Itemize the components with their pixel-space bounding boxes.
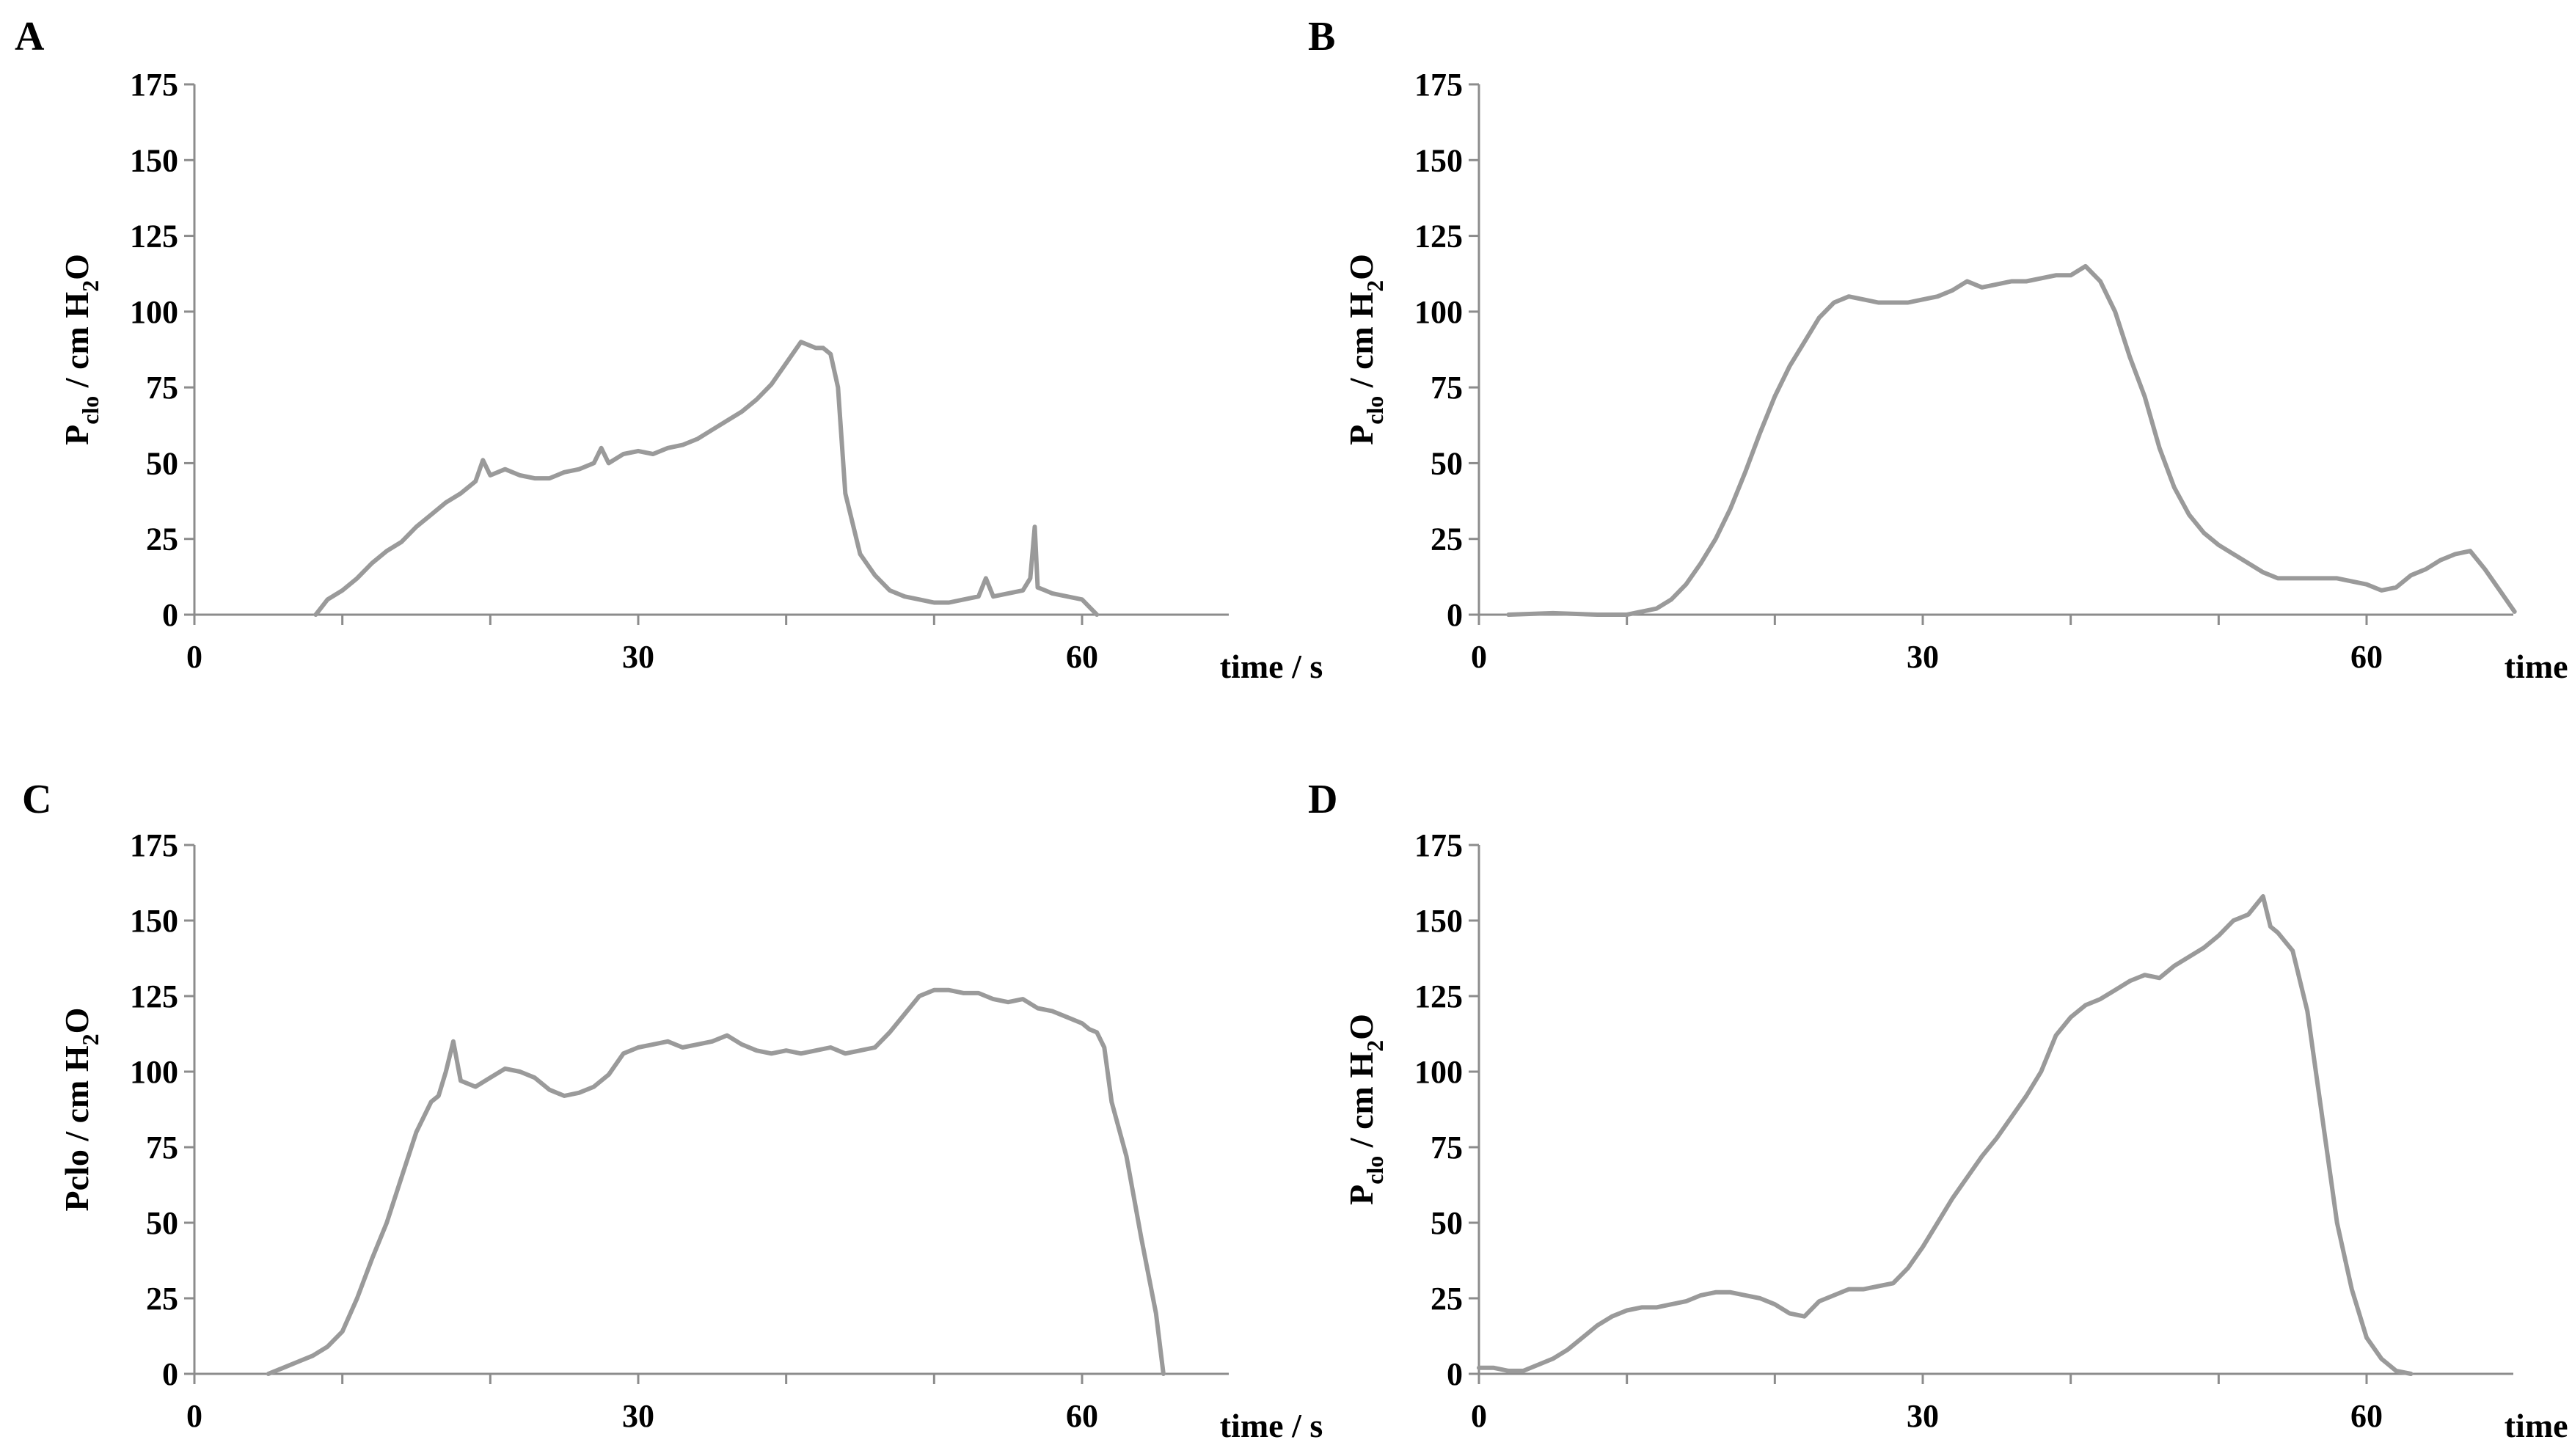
chart-d-y-tick-label: 25	[1431, 1281, 1463, 1317]
panel-d: D 0 25 50 75 100 125 150 175 0 30 60 time / s Pclo /…	[1308, 777, 2572, 1444]
chart-d-x-axis-label: time / s	[2505, 1407, 2572, 1444]
chart-d-y-tick-label: 100	[1414, 1054, 1463, 1090]
y-label-text: / cm H	[58, 292, 95, 396]
chart-b-y-tick-label: 0	[1447, 597, 1463, 633]
y-label-subscript: clo	[1362, 1156, 1388, 1185]
chart-d-y-tick-label: 175	[1414, 827, 1463, 863]
chart-d-y-tick-label: 125	[1414, 978, 1463, 1014]
chart-a-y-tick-label: 50	[146, 445, 178, 481]
chart-b-x-tick-label: 60	[2350, 639, 2383, 675]
y-label-subscript: clo	[1362, 396, 1388, 425]
chart-c-y-tick-label: 25	[146, 1281, 178, 1317]
chart-c-y-tick-label: 125	[130, 978, 178, 1014]
y-label-subscript: clo	[77, 396, 103, 425]
chart-a-y-tick-label: 150	[130, 142, 178, 178]
y-label-subscript: 2	[1362, 280, 1388, 292]
chart-c-y-tick-label: 175	[130, 827, 178, 863]
chart-d-y-tick-label: 50	[1431, 1205, 1463, 1241]
chart-b-x-tick-label: 30	[1907, 639, 1939, 675]
y-label-text: Pclo	[58, 1149, 95, 1211]
chart-d-y-tick-label: 150	[1414, 903, 1463, 939]
chart-c-y-tick-label: 50	[146, 1205, 178, 1241]
chart-d-series-line	[1477, 894, 2414, 1376]
chart-c-y-tick-label: 75	[146, 1130, 178, 1166]
chart-c-y-axis-label: Pclo / cm H2O	[58, 1008, 103, 1212]
chart-b-series-line	[1506, 263, 2517, 617]
chart-d-y-tick-label: 75	[1431, 1130, 1463, 1166]
panel-letter: A	[15, 14, 45, 59]
chart-c-x-tick-label: 60	[1066, 1398, 1098, 1434]
y-label-text: O	[58, 254, 95, 280]
chart-b-y-tick-label: 100	[1414, 294, 1463, 330]
panel-b: B 0 25 50 75 100 125 150 175 0 30 60 time / s Pclo /…	[1308, 14, 2572, 685]
chart-a-x-tick-label: 30	[622, 639, 654, 675]
chart-c-y-tick-label: 100	[130, 1054, 178, 1090]
y-label-text: O	[1342, 1014, 1380, 1040]
chart-c-x-axis-label: time / s	[1220, 1407, 1323, 1444]
panel-letter: B	[1308, 14, 1335, 59]
y-label-text: O	[1342, 254, 1380, 280]
chart-b-y-tick-label: 75	[1431, 370, 1463, 406]
chart-a-x-tick-label: 0	[186, 639, 202, 675]
y-label-text: P	[58, 425, 95, 445]
panel-letter: D	[1308, 777, 1337, 822]
chart-b-y-tick-label: 25	[1431, 522, 1463, 557]
y-label-subscript: 2	[77, 280, 103, 292]
chart-b-y-tick-label: 175	[1414, 67, 1463, 103]
y-label-subscript: 2	[77, 1034, 103, 1045]
chart-d-x-tick-label: 0	[1471, 1398, 1487, 1434]
chart-a-y-tick-label: 75	[146, 370, 178, 406]
chart-b-x-axis-label: time / s	[2505, 648, 2572, 685]
chart-c-y-tick-label: 0	[162, 1356, 178, 1392]
chart-d-y-axis-label: Pclo / cm H2O	[1342, 1014, 1388, 1205]
chart-a-y-tick-label: 100	[130, 294, 178, 330]
chart-d-y-tick-label: 0	[1447, 1356, 1463, 1392]
chart-c-x-tick-label: 0	[186, 1398, 202, 1434]
panel-a: A 0 25 50 75 100 125 150 175 0 30 60 time / s Pclo /…	[15, 14, 1323, 685]
y-label-text: / cm H	[1342, 1052, 1380, 1156]
y-label-text: / cm H	[58, 1045, 95, 1149]
chart-a-y-tick-label: 0	[162, 597, 178, 633]
y-label-text: O	[58, 1008, 95, 1034]
y-label-text: P	[1342, 1185, 1380, 1205]
chart-a-series-line	[313, 340, 1100, 617]
chart-a-x-axis-label: time / s	[1220, 648, 1323, 685]
chart-c-series-line	[266, 987, 1166, 1376]
chart-a-y-tick-label: 175	[130, 67, 178, 103]
y-label-text: / cm H	[1342, 292, 1380, 396]
chart-d-x-tick-label: 60	[2350, 1398, 2383, 1434]
chart-a-y-axis-label: Pclo / cm H2O	[58, 254, 103, 445]
panel-c: C 0 25 50 75 100 125 150 175 0 30 60 time / s Pclo /…	[22, 777, 1323, 1444]
chart-d-x-tick-label: 30	[1907, 1398, 1939, 1434]
chart-b-x-tick-label: 0	[1471, 639, 1487, 675]
chart-b-y-tick-label: 125	[1414, 219, 1463, 255]
y-label-text: P	[1342, 425, 1380, 445]
chart-a-y-tick-label: 125	[130, 219, 178, 255]
chart-a-x-tick-label: 60	[1066, 639, 1098, 675]
chart-b-y-tick-label: 50	[1431, 445, 1463, 481]
chart-a-y-tick-label: 25	[146, 522, 178, 557]
chart-b-y-tick-label: 150	[1414, 142, 1463, 178]
y-label-subscript: 2	[1362, 1040, 1388, 1052]
chart-b-y-axis-label: Pclo / cm H2O	[1342, 254, 1388, 445]
panel-letter: C	[22, 777, 51, 822]
chart-c-x-tick-label: 30	[622, 1398, 654, 1434]
chart-c-y-tick-label: 150	[130, 903, 178, 939]
